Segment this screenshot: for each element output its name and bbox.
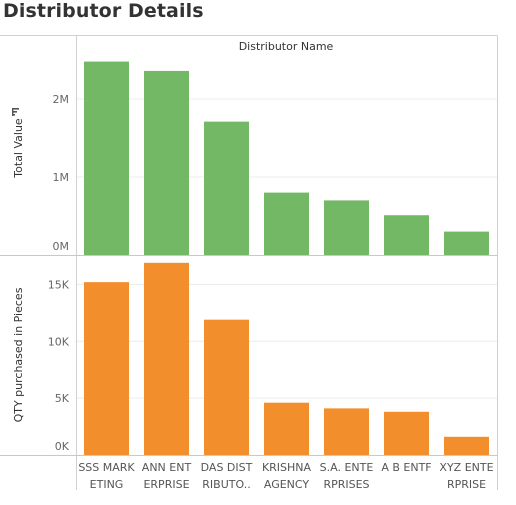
bar[interactable]: [84, 61, 129, 256]
page-title: Distributor Details: [3, 0, 204, 22]
y-axis-title-qty[interactable]: QTY purchased in Pieces: [12, 287, 25, 422]
category-label: XYZ ENTE RPRISE: [439, 461, 493, 491]
y-tick-label: 10K: [48, 335, 70, 348]
bar[interactable]: [384, 215, 429, 255]
y-tick-label: 1M: [53, 171, 70, 184]
bars-layer: [84, 61, 489, 455]
category-label: KRISHNA AGENCY: [262, 461, 312, 491]
bar[interactable]: [384, 411, 429, 455]
y-tick-label: 2M: [53, 93, 70, 106]
category-label: A B ENTF: [381, 461, 431, 474]
bar[interactable]: [324, 408, 369, 455]
bar[interactable]: [444, 231, 489, 255]
bar[interactable]: [264, 402, 309, 455]
bar[interactable]: [204, 121, 249, 256]
sort-descending-icon[interactable]: [12, 108, 19, 116]
category-label: S.A. ENTE RPRISES: [320, 461, 374, 491]
y-tick-labels: 0M 1M 2M 0K 5K 10K 15K: [48, 93, 70, 453]
y-tick-label: 15K: [48, 278, 70, 291]
y-tick-label: 0M: [53, 240, 70, 253]
category-label: SSS MARK ETING: [78, 461, 135, 491]
bar[interactable]: [324, 200, 369, 255]
column-header: Distributor Name: [239, 40, 334, 53]
bar[interactable]: [84, 282, 129, 455]
bar[interactable]: [144, 70, 189, 255]
y-tick-label: 0K: [55, 440, 70, 453]
y-tick-label: 5K: [55, 392, 70, 405]
category-label: ANN ENT ERPRISE: [142, 461, 192, 491]
bar[interactable]: [264, 192, 309, 255]
bar[interactable]: [444, 436, 489, 455]
y-axis-title-total-value[interactable]: Total Value: [12, 118, 25, 179]
bar[interactable]: [204, 319, 249, 455]
chart-frame: [0, 35, 498, 490]
category-label: DAS DIST RIBUTO..: [201, 461, 253, 491]
bar[interactable]: [144, 262, 189, 455]
